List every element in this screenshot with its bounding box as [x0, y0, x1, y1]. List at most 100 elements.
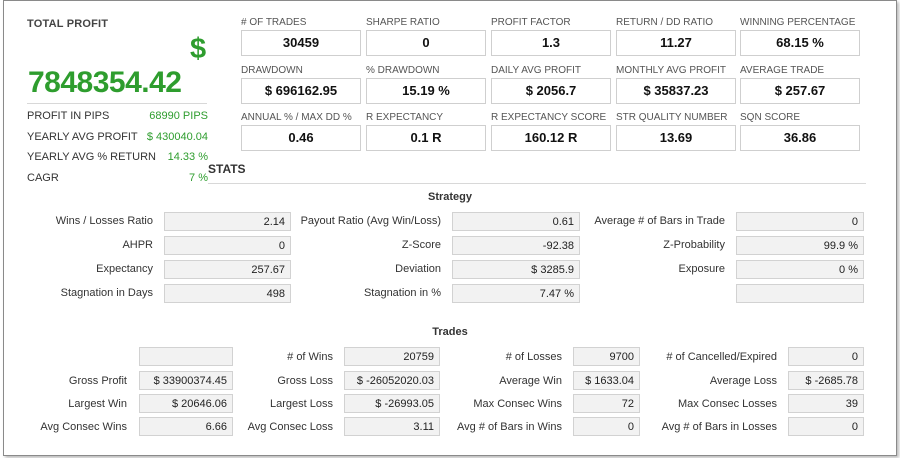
metric-daily-avg-profit: DAILY AVG PROFIT $ 2056.7 [491, 65, 611, 104]
stat-label: Deviation [395, 263, 441, 275]
total-profit-value: 7848354.42 [28, 66, 182, 99]
metric-profit-factor: PROFIT FACTOR 1.3 [491, 17, 611, 56]
row-value: 14.33 % [167, 151, 208, 163]
stat-label: AHPR [122, 239, 153, 251]
metric-r-expectancy: R EXPECTANCY 0.1 R [366, 112, 486, 151]
metric-winning-percentage: WINNING PERCENTAGE 68.15 % [740, 17, 860, 56]
stat-label: # of Wins [287, 351, 333, 363]
row-label: PROFIT IN PIPS [27, 110, 110, 122]
stat-label: Max Consec Losses [677, 398, 777, 410]
row-label: YEARLY AVG PROFIT [27, 131, 138, 143]
stat-label: Average Loss [709, 375, 777, 387]
stat-label: Z-Score [401, 239, 441, 251]
metric-label: WINNING PERCENTAGE [740, 17, 856, 28]
stat-value: $ -2685.78 [788, 371, 864, 390]
stat-value: 72 [573, 394, 640, 413]
row-label: YEARLY AVG % RETURN [27, 151, 156, 163]
metric-label: RETURN / DD RATIO [616, 17, 714, 28]
stat-value: 6.66 [139, 417, 233, 436]
metric-value: 160.12 R [491, 125, 611, 151]
metric-value: 36.86 [740, 125, 860, 151]
metric-value: $ 35837.23 [616, 78, 736, 104]
stat-label: Avg # of Bars in Wins [457, 421, 562, 433]
metric-label: SHARPE RATIO [366, 17, 440, 28]
stat-label: # of Losses [505, 351, 562, 363]
metric-str-quality-number: STR QUALITY NUMBER 13.69 [616, 112, 736, 151]
stat-label: Avg Consec Loss [247, 421, 333, 433]
metric-label: DRAWDOWN [241, 65, 303, 76]
total-profit-title: TOTAL PROFIT [27, 18, 109, 30]
metric-label: R EXPECTANCY [366, 112, 444, 123]
stat-label: Average # of Bars in Trade [594, 215, 725, 227]
stat-value: 20759 [344, 347, 440, 366]
stat-label: Gross Loss [277, 375, 333, 387]
profit-in-pips-row: PROFIT IN PIPS 68990 PIPS [27, 110, 208, 122]
metric-label: STR QUALITY NUMBER [616, 112, 728, 123]
stat-value: 0 [736, 212, 864, 231]
stat-label: # of Cancelled/Expired [666, 351, 777, 363]
stats-title: STATS [208, 162, 246, 176]
row-value: 68990 PIPS [149, 110, 208, 122]
metric-value: 30459 [241, 30, 361, 56]
stat-value: 257.67 [164, 260, 291, 279]
stat-value: 498 [164, 284, 291, 303]
divider [27, 103, 207, 104]
stat-value [139, 347, 233, 366]
divider [208, 183, 866, 184]
row-label: CAGR [27, 172, 59, 184]
yearly-avg-return-row: YEARLY AVG % RETURN 14.33 % [27, 151, 208, 163]
strategy-heading: Strategy [427, 191, 473, 203]
stat-label: Exposure [678, 263, 725, 275]
metric-sharpe-ratio: SHARPE RATIO 0 [366, 17, 486, 56]
metric-value: 15.19 % [366, 78, 486, 104]
metric-label: SQN SCORE [740, 112, 801, 123]
stat-value: $ 33900374.45 [139, 371, 233, 390]
stat-value: 0 [788, 347, 864, 366]
stat-value [736, 284, 864, 303]
stat-label: Wins / Losses Ratio [55, 215, 153, 227]
stat-label: Payout Ratio (Avg Win/Loss) [300, 215, 441, 227]
cagr-row: CAGR 7 % [27, 172, 208, 184]
stat-value: $ -26993.05 [344, 394, 440, 413]
stat-label: Avg Consec Wins [40, 421, 127, 433]
metric-value: 0.1 R [366, 125, 486, 151]
stat-value: 99.9 % [736, 236, 864, 255]
stat-label: Z-Probability [663, 239, 725, 251]
stat-value: 3.11 [344, 417, 440, 436]
metric-label: MONTHLY AVG PROFIT [616, 65, 727, 76]
stat-value: 9700 [573, 347, 640, 366]
metric-value: $ 257.67 [740, 78, 860, 104]
metric-trades: # OF TRADES 30459 [241, 17, 361, 56]
stat-label: Expectancy [96, 263, 153, 275]
metric-drawdown: DRAWDOWN $ 696162.95 [241, 65, 361, 104]
metric-value: 0 [366, 30, 486, 56]
metric-label: AVERAGE TRADE [740, 65, 825, 76]
currency-symbol: $ [190, 33, 207, 65]
stat-label: Largest Win [68, 398, 127, 410]
row-value: $ 430040.04 [146, 131, 208, 143]
metric-percent-drawdown: % DRAWDOWN 15.19 % [366, 65, 486, 104]
metric-value: $ 696162.95 [241, 78, 361, 104]
metric-label: ANNUAL % / MAX DD % [241, 112, 352, 123]
metric-value: $ 2056.7 [491, 78, 611, 104]
metric-label: PROFIT FACTOR [491, 17, 571, 28]
stat-value: 0 [788, 417, 864, 436]
stat-label: Largest Loss [270, 398, 333, 410]
yearly-avg-profit-row: YEARLY AVG PROFIT $ 430040.04 [27, 131, 208, 143]
metric-value: 13.69 [616, 125, 736, 151]
stat-value: 0 % [736, 260, 864, 279]
metric-label: R EXPECTANCY SCORE [491, 112, 607, 123]
stat-value: 0 [164, 236, 291, 255]
metric-average-trade: AVERAGE TRADE $ 257.67 [740, 65, 860, 104]
stat-label: Stagnation in % [363, 287, 441, 299]
metric-value: 1.3 [491, 30, 611, 56]
row-value: 7 % [189, 172, 208, 184]
stat-value: $ 1633.04 [573, 371, 640, 390]
stat-label: Stagnation in Days [60, 287, 153, 299]
stat-label: Max Consec Wins [473, 398, 562, 410]
stat-value: $ 20646.06 [139, 394, 233, 413]
stat-value: 2.14 [164, 212, 291, 231]
stat-value: 0 [573, 417, 640, 436]
stat-label: Average Win [499, 375, 562, 387]
stat-value: $ 3285.9 [452, 260, 580, 279]
